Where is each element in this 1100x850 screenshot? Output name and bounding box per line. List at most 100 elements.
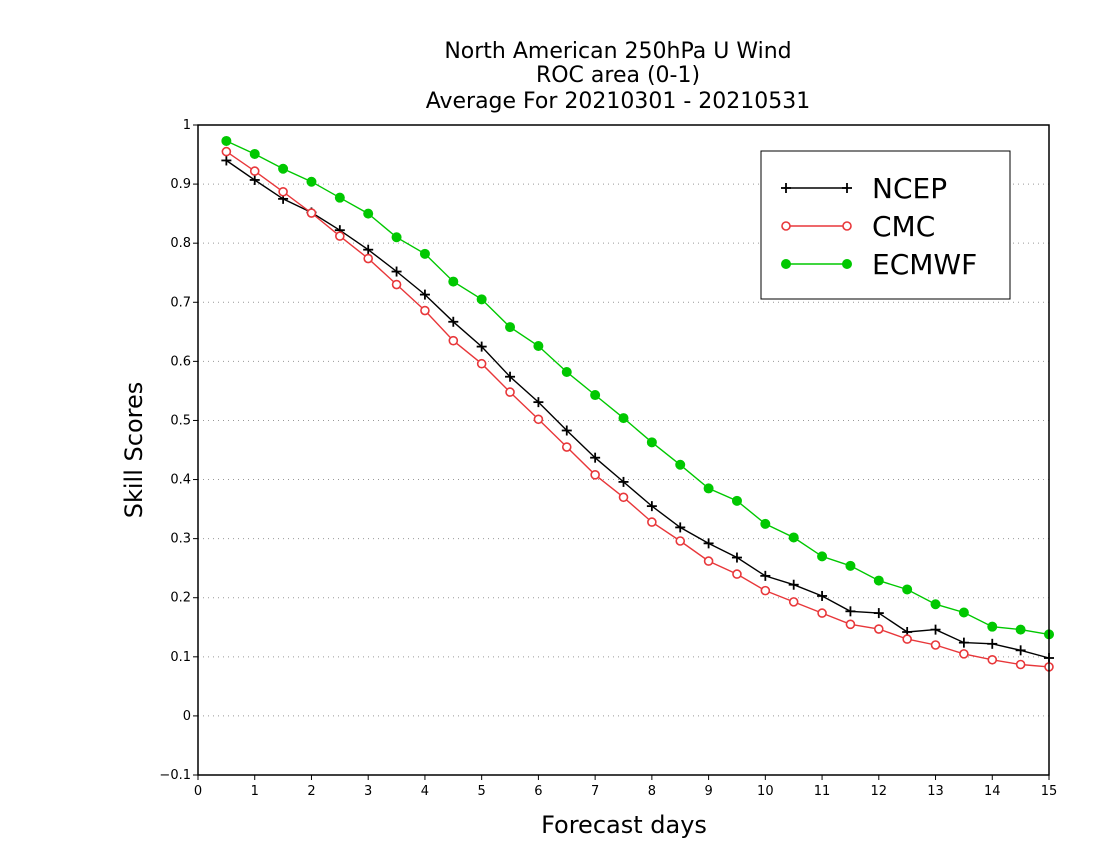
data-point-ecmwf: [561, 367, 572, 377]
series-line-cmc: [226, 151, 1050, 668]
data-point-cmc: [788, 597, 799, 607]
legend-marker-ncep: [781, 183, 791, 193]
data-point-ncep: [703, 538, 714, 549]
data-point-ncep: [363, 244, 374, 255]
data-point-ncep: [873, 608, 884, 619]
legend-marker-cmc: [842, 221, 852, 231]
data-point-cmc: [647, 517, 657, 527]
data-point-ecmwf: [448, 276, 459, 287]
y-tick-label: 0.3: [170, 532, 191, 547]
data-point-ncep: [561, 425, 572, 436]
x-tick-label: 15: [1041, 784, 1058, 799]
x-tick-label: 5: [478, 784, 486, 799]
legend-box: [760, 150, 1011, 300]
data-point-ncep: [221, 155, 232, 166]
y-tick-label: 0.5: [170, 413, 191, 428]
data-point-ecmwf: [533, 341, 544, 351]
data-point-ncep: [731, 552, 742, 563]
data-point-cmc: [561, 442, 572, 452]
data-point-cmc: [930, 640, 941, 650]
data-point-cmc: [278, 186, 288, 197]
data-point-ncep: [646, 501, 657, 512]
data-point-cmc: [391, 279, 402, 290]
data-point-ecmwf: [391, 232, 402, 243]
data-point-ecmwf: [902, 584, 913, 595]
data-point-cmc: [845, 619, 856, 630]
y-tick-label: 0.4: [170, 473, 191, 488]
data-point-cmc: [959, 649, 969, 659]
legend-marker-ecmwf: [781, 259, 791, 269]
data-point-cmc: [363, 253, 374, 264]
title-line-1: North American 250hPa U Wind: [444, 39, 791, 64]
x-tick-label: 9: [704, 784, 712, 799]
y-tick-label: 0.1: [170, 650, 191, 665]
plot-frame: [197, 124, 1050, 776]
y-tick-label: 0.8: [170, 236, 191, 251]
data-point-ncep: [533, 397, 544, 408]
y-tick-label: 0: [183, 709, 191, 724]
data-point-cmc: [420, 305, 430, 316]
data-point-ecmwf: [987, 621, 998, 632]
data-point-ecmwf: [249, 148, 260, 159]
x-tick-label: 8: [648, 784, 656, 799]
data-point-cmc: [817, 608, 827, 618]
axis-ticks: −0.100.10.20.30.40.50.60.70.80.910 1 2 3 4 5 6…: [159, 118, 1057, 799]
data-point-cmc: [533, 414, 544, 425]
data-point-ecmwf: [760, 518, 771, 529]
x-tick-label: 3: [364, 784, 372, 799]
data-point-cmc: [249, 166, 260, 176]
series-line-ecmwf: [226, 140, 1050, 636]
data-point-cmc: [335, 231, 345, 241]
data-point-ecmwf: [675, 459, 686, 470]
data-point-cmc: [618, 492, 629, 503]
data-point-ncep: [1015, 645, 1026, 656]
data-point-ecmwf: [703, 483, 714, 494]
data-point-ecmwf: [845, 560, 856, 571]
data-point-ncep: [391, 266, 402, 277]
data-point-ecmwf: [930, 599, 941, 610]
data-point-cmc: [902, 634, 912, 644]
data-point-ncep: [419, 289, 430, 300]
data-point-cmc: [221, 146, 232, 157]
legend-label-ncep: NCEP: [872, 172, 947, 205]
series-ecmwf: [221, 135, 1054, 640]
y-tick-label: 0.9: [170, 177, 191, 192]
x-tick-label: 4: [421, 784, 429, 799]
series-ncep: [221, 155, 1054, 663]
x-tick-label: 12: [871, 784, 888, 799]
x-tick-label: 6: [534, 784, 542, 799]
x-tick-label: 0: [194, 784, 202, 799]
legend-entry-ecmwf: ECMWF: [781, 248, 977, 281]
data-point-ecmwf: [221, 135, 232, 146]
data-point-ecmwf: [306, 176, 317, 187]
data-point-ncep: [788, 579, 799, 590]
data-point-cmc: [873, 624, 884, 634]
data-point-ecmwf: [788, 532, 799, 543]
y-tick-label: −0.1: [159, 768, 191, 783]
chart-title: North American 250hPa U Wind ROC area (0…: [426, 39, 811, 114]
legend-entry-cmc: CMC: [781, 210, 935, 243]
y-tick-label: 0.2: [170, 591, 191, 606]
data-point-ncep: [249, 174, 260, 185]
data-point-cmc: [306, 208, 317, 218]
data-point-ncep: [590, 452, 601, 463]
data-point-cmc: [505, 387, 515, 397]
data-point-ncep: [476, 341, 487, 352]
x-tick-label: 10: [757, 784, 774, 799]
data-point-ecmwf: [505, 322, 516, 333]
data-point-cmc: [476, 358, 487, 369]
data-point-ncep: [817, 590, 828, 601]
data-point-ncep: [675, 522, 686, 533]
data-point-ncep: [987, 638, 998, 649]
x-axis-label: Forecast days: [541, 811, 707, 839]
series-cmc: [221, 146, 1054, 672]
data-point-ncep: [618, 476, 629, 487]
legend-marker-ecmwf: [842, 259, 852, 269]
data-point-ecmwf: [590, 390, 601, 401]
data-point-ecmwf: [618, 413, 629, 424]
data-point-cmc: [987, 654, 998, 665]
data-point-ncep: [845, 606, 856, 617]
y-tick-label: 0.6: [170, 354, 191, 369]
data-point-ecmwf: [958, 607, 969, 618]
